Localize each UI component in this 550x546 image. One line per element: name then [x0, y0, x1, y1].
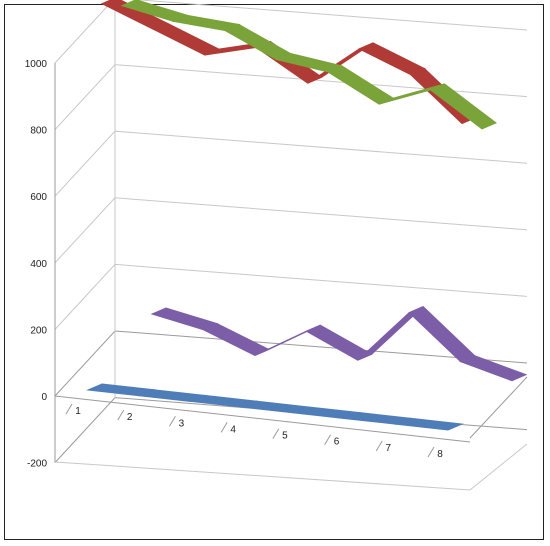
gridline — [54, 0, 528, 64]
line-segment — [429, 83, 497, 130]
x-tick-label: 2 — [127, 412, 133, 423]
x-tick-label: 8 — [437, 449, 443, 460]
y-axis-ticks: -200 0 200 400 600 800 1000 — [25, 59, 48, 470]
floor-edge — [54, 461, 471, 491]
x-tick-mark — [324, 434, 332, 445]
y-tick-label: 0 — [41, 392, 47, 403]
x-tick-mark — [375, 440, 383, 452]
line-segment — [459, 355, 528, 382]
x-tick-label: 6 — [334, 437, 340, 448]
y-tick-label: 600 — [30, 192, 47, 203]
series-2 — [150, 306, 528, 382]
x-tick-label: 4 — [230, 424, 236, 435]
line-segment — [305, 324, 373, 361]
x-tick-mark — [168, 416, 176, 427]
line-segment — [223, 23, 292, 61]
line-segment — [394, 417, 464, 431]
x-tick-label: 3 — [179, 418, 185, 429]
x-tick-label: 5 — [282, 431, 288, 442]
floor-edge — [469, 443, 528, 491]
x-tick-label: 1 — [75, 406, 81, 417]
x-axis-ticks: 1 2 3 4 5 6 7 8 — [65, 403, 443, 460]
x-tick-mark — [220, 422, 228, 433]
y-tick-label: 200 — [30, 325, 47, 336]
y-tick-label: 1000 — [25, 59, 48, 70]
y-tick-label: 800 — [30, 126, 47, 137]
line-segment — [202, 323, 271, 356]
line-segment — [357, 42, 426, 76]
line-segment — [408, 306, 476, 363]
series-group — [86, 0, 528, 431]
x-tick-mark — [117, 409, 125, 421]
floor-edge — [469, 376, 528, 439]
y-tick-label: 400 — [30, 259, 47, 270]
x-tick-mark — [427, 446, 435, 458]
x-tick-label: 7 — [386, 443, 392, 454]
chart-walls — [54, 0, 528, 491]
gridline — [54, 130, 528, 197]
series-4 — [120, 0, 497, 130]
x-axis-line — [54, 395, 471, 443]
line-segment — [150, 307, 219, 331]
series-1 — [86, 383, 464, 431]
gridline — [54, 197, 528, 264]
y-tick-label: -200 — [27, 459, 47, 470]
x-tick-mark — [65, 403, 73, 415]
gridline — [54, 263, 528, 330]
x-tick-mark — [272, 428, 280, 439]
